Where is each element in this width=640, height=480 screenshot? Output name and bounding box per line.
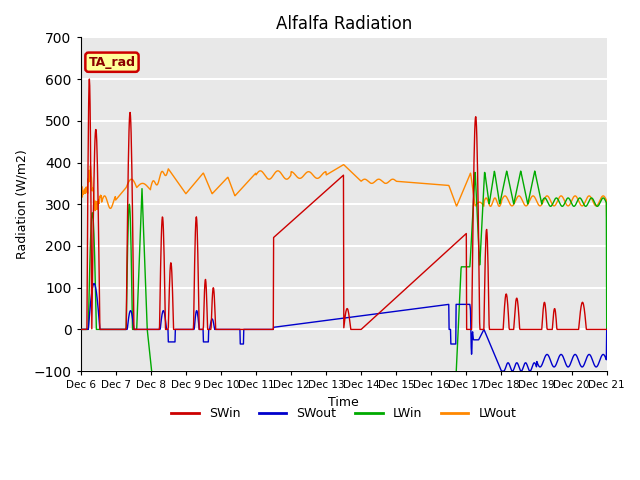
LWout (77, 185, 84, 191)
SWin (311, 198, 319, 204)
Line: SWout: SWout (81, 284, 607, 371)
LWin (300, 377, 308, 383)
LWout (376, 177, 384, 182)
SWin (118, 326, 125, 332)
SWin (86, 76, 93, 82)
SWin (376, 309, 384, 315)
LWin (118, 326, 125, 332)
LWin (139, 204, 147, 210)
SWout (498, 368, 506, 374)
Line: LWin: LWin (81, 171, 607, 380)
LWout (139, 180, 147, 186)
Line: LWout: LWout (81, 165, 607, 217)
SWin (603, 326, 611, 332)
SWout (376, 311, 384, 316)
LWin (603, 326, 611, 332)
LWin (148, 377, 156, 383)
Title: Alfalfa Radiation: Alfalfa Radiation (275, 15, 412, 33)
X-axis label: Time: Time (328, 396, 359, 408)
SWin (300, 207, 308, 213)
SWin (77, 326, 84, 332)
SWout (321, 318, 328, 324)
Y-axis label: Radiation (W/m2): Radiation (W/m2) (15, 149, 28, 259)
LWin (531, 168, 539, 174)
LWout (118, 191, 125, 196)
LWout (603, 214, 611, 220)
SWout (77, 326, 84, 332)
LWout (340, 162, 348, 168)
SWout (300, 321, 308, 326)
LWin (376, 377, 384, 383)
SWout (90, 281, 98, 287)
SWout (603, 326, 611, 332)
SWin (140, 326, 147, 332)
LWin (321, 377, 328, 383)
LWout (300, 173, 308, 179)
SWout (311, 319, 319, 325)
LWin (77, 326, 84, 332)
Legend: SWin, SWout, LWin, LWout: SWin, SWout, LWin, LWout (166, 402, 521, 425)
Line: SWin: SWin (81, 79, 607, 329)
LWout (320, 169, 328, 175)
SWout (140, 326, 147, 332)
Text: TA_rad: TA_rad (88, 56, 136, 69)
SWin (321, 189, 328, 195)
LWout (311, 174, 319, 180)
LWin (311, 377, 319, 383)
SWout (118, 326, 125, 332)
